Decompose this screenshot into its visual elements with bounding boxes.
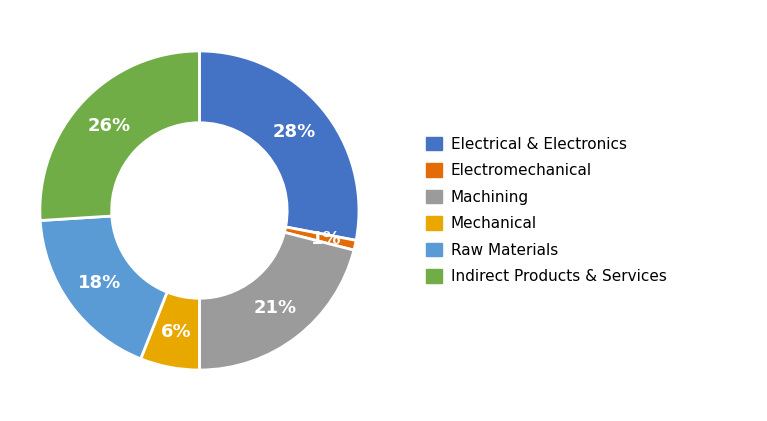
- Wedge shape: [285, 227, 356, 250]
- Wedge shape: [199, 51, 359, 240]
- Legend: Electrical & Electronics, Electromechanical, Machining, Mechanical, Raw Material: Electrical & Electronics, Electromechani…: [426, 137, 667, 284]
- Text: 6%: 6%: [161, 323, 192, 341]
- Wedge shape: [140, 292, 199, 370]
- Text: 26%: 26%: [87, 117, 131, 135]
- Wedge shape: [40, 51, 199, 221]
- Text: 1%: 1%: [311, 230, 341, 248]
- Text: 21%: 21%: [254, 299, 297, 317]
- Wedge shape: [40, 216, 167, 359]
- Wedge shape: [199, 232, 354, 370]
- Text: 28%: 28%: [273, 123, 316, 141]
- Text: 18%: 18%: [77, 274, 121, 292]
